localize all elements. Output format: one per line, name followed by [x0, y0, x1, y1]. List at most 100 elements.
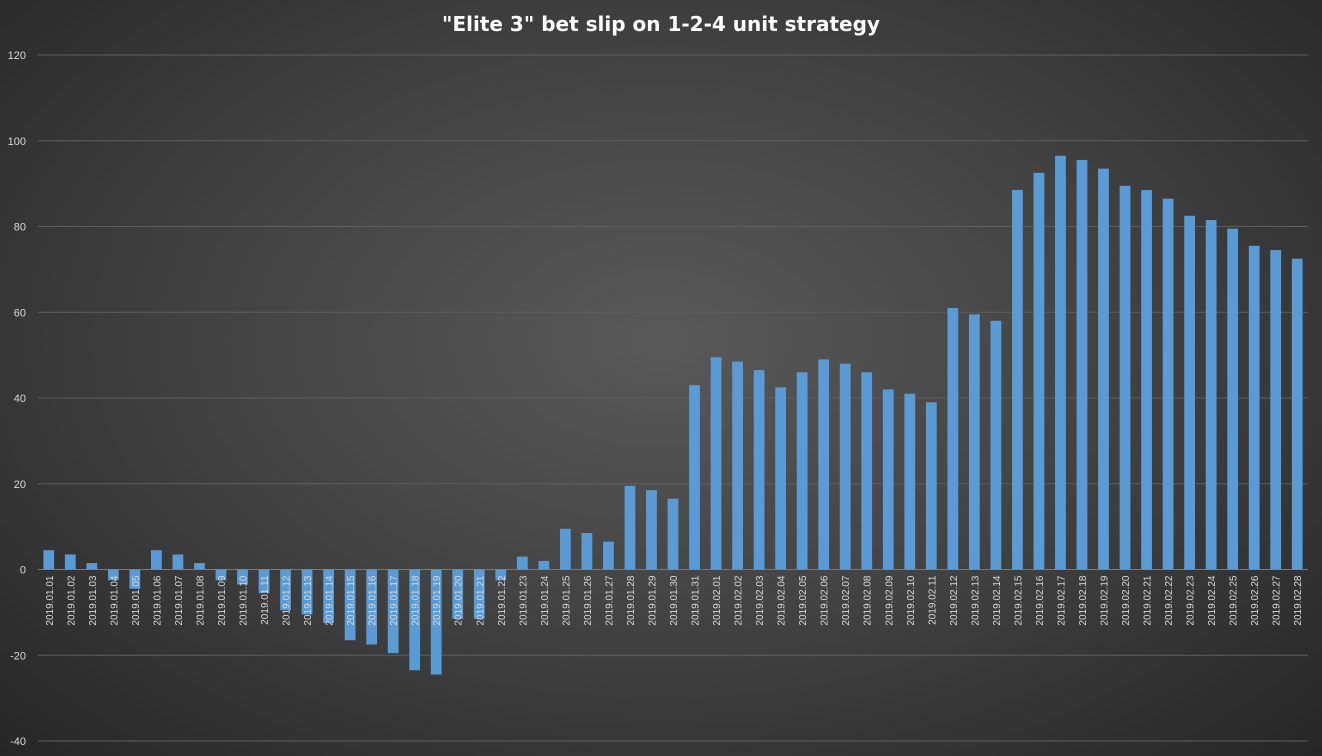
- bar: [86, 563, 98, 570]
- x-tick-label: 2019.02.15: [1013, 575, 1024, 625]
- bar: [538, 560, 550, 570]
- x-tick-label: 2019.01.19: [432, 575, 443, 625]
- bar: [430, 569, 442, 675]
- bar: [646, 490, 657, 570]
- bar: [710, 357, 722, 570]
- bar: [581, 533, 593, 570]
- bar: [1033, 172, 1045, 570]
- bar: [64, 554, 76, 570]
- x-tick-label: 2019.02.03: [755, 575, 766, 625]
- x-tick-label: 2019.01.30: [669, 575, 680, 625]
- y-tick-label: 80: [14, 222, 26, 234]
- bar: [882, 389, 894, 570]
- x-tick-label: 2019.02.18: [1078, 575, 1089, 625]
- y-tick-label: -20: [10, 650, 26, 662]
- y-tick-label: 100: [8, 136, 26, 148]
- x-tick-label: 2019.01.26: [583, 575, 594, 625]
- x-tick-label: 2019.01.11: [260, 575, 271, 625]
- x-tick-label: 2019.02.20: [1121, 575, 1132, 625]
- bar: [151, 550, 162, 570]
- bar: [689, 385, 700, 570]
- bar: [904, 393, 916, 570]
- bar: [732, 361, 743, 570]
- x-tick-label: 2019.02.27: [1272, 575, 1283, 625]
- x-tick-label: 2019.02.11: [927, 575, 938, 625]
- bar: [495, 569, 507, 581]
- bar: [366, 569, 378, 645]
- x-tick-label: 2019.02.06: [820, 575, 831, 625]
- bar: [775, 387, 787, 570]
- y-tick-label: 20: [14, 479, 26, 491]
- bar: [323, 569, 334, 624]
- x-tick-label: 2019.01.02: [66, 575, 77, 625]
- x-tick-label: 2019.01.12: [282, 575, 293, 625]
- x-tick-label: 2019.02.25: [1229, 575, 1240, 625]
- y-axis-ticks: 120 100 80 60 40 20 0 -20 -40: [8, 50, 26, 748]
- bar: [861, 372, 873, 570]
- x-tick-label: 2019.02.21: [1143, 575, 1154, 625]
- bar: [990, 320, 1002, 570]
- bar: [839, 363, 851, 570]
- x-tick-label: 2019.01.18: [411, 575, 422, 625]
- bar: [559, 528, 571, 570]
- bar: [1012, 190, 1023, 570]
- bar: [1184, 215, 1195, 570]
- bar: [344, 569, 356, 641]
- y-tick-label: 60: [14, 307, 26, 319]
- x-tick-label: 2019.02.14: [992, 575, 1003, 625]
- bar: [603, 541, 614, 570]
- bar: [1248, 245, 1260, 570]
- bar: [947, 307, 959, 570]
- x-tick-label: 2019.02.22: [1164, 575, 1175, 625]
- x-tick-label: 2019.02.02: [734, 575, 745, 625]
- x-tick-label: 2019.01.27: [604, 575, 615, 625]
- bar: [1162, 198, 1174, 570]
- x-tick-label: 2019.01.09: [217, 575, 228, 625]
- x-axis-ticks: 2019.01.01 2019.01.02 2019.01.03 2019.01.04…: [45, 575, 1304, 625]
- x-tick-label: 2019.01.25: [561, 575, 572, 625]
- x-tick-label: 2019.01.06: [152, 575, 163, 625]
- x-tick-label: 2019.02.26: [1250, 575, 1261, 625]
- bar: [215, 569, 227, 581]
- y-tick-label: -40: [10, 736, 26, 748]
- x-tick-label: 2019.01.31: [691, 575, 702, 625]
- x-tick-label: 2019.01.20: [454, 575, 465, 625]
- x-tick-label: 2019.02.09: [884, 575, 895, 625]
- bar: [452, 569, 464, 619]
- bar: [968, 314, 980, 570]
- x-tick-label: 2019.02.16: [1035, 575, 1046, 625]
- x-tick-label: 2019.01.03: [88, 575, 99, 625]
- x-tick-label: 2019.02.17: [1056, 575, 1067, 625]
- x-tick-label: 2019.01.14: [325, 575, 336, 625]
- x-tick-label: 2019.02.08: [863, 575, 874, 625]
- bar: [107, 569, 119, 581]
- x-tick-label: 2019.02.01: [712, 575, 723, 625]
- bar: [1227, 228, 1239, 570]
- bar: [818, 359, 830, 570]
- bar: [258, 569, 270, 594]
- bar: [1291, 258, 1303, 570]
- x-tick-label: 2019.02.13: [970, 575, 981, 625]
- bars: [43, 155, 1303, 675]
- x-tick-label: 2019.01.24: [540, 575, 551, 625]
- x-tick-label: 2019.02.28: [1293, 575, 1304, 625]
- bar: [172, 554, 184, 570]
- bar: [237, 569, 248, 585]
- bar: [516, 556, 528, 570]
- bar: [753, 370, 765, 570]
- x-tick-label: 2019.01.04: [109, 575, 120, 625]
- bar: [194, 563, 205, 570]
- x-tick-label: 2019.01.23: [518, 575, 529, 625]
- bar: [796, 372, 808, 570]
- bar: [667, 498, 679, 570]
- bar: [43, 550, 55, 570]
- x-tick-label: 2019.02.24: [1207, 575, 1218, 625]
- x-tick-label: 2019.01.16: [368, 575, 379, 625]
- x-tick-label: 2019.02.19: [1100, 575, 1111, 625]
- x-tick-label: 2019.01.21: [475, 575, 486, 625]
- x-tick-label: 2019.01.08: [195, 575, 206, 625]
- y-tick-label: 0: [20, 565, 26, 577]
- bar: [129, 569, 141, 589]
- x-tick-label: 2019.02.07: [841, 575, 852, 625]
